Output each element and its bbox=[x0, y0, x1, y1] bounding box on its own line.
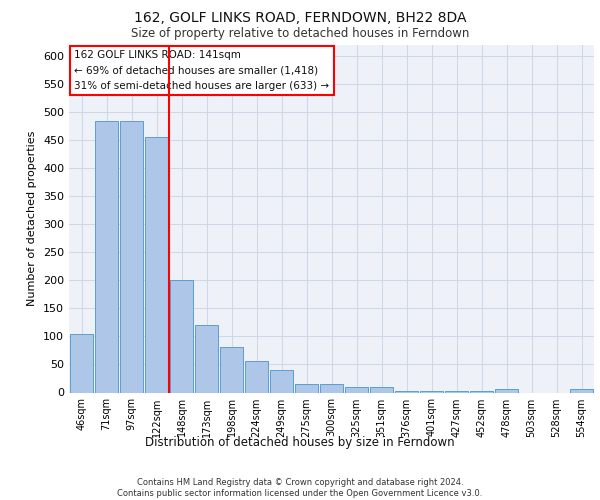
Bar bbox=[320, 384, 343, 392]
Text: Contains HM Land Registry data © Crown copyright and database right 2024.
Contai: Contains HM Land Registry data © Crown c… bbox=[118, 478, 482, 498]
Bar bbox=[570, 388, 593, 392]
Text: 162 GOLF LINKS ROAD: 141sqm
← 69% of detached houses are smaller (1,418)
31% of : 162 GOLF LINKS ROAD: 141sqm ← 69% of det… bbox=[74, 50, 329, 90]
Bar bbox=[95, 120, 118, 392]
Bar bbox=[70, 334, 93, 392]
Bar bbox=[370, 387, 393, 392]
Bar bbox=[195, 325, 218, 392]
Text: Size of property relative to detached houses in Ferndown: Size of property relative to detached ho… bbox=[131, 28, 469, 40]
Bar bbox=[295, 384, 318, 392]
Text: 162, GOLF LINKS ROAD, FERNDOWN, BH22 8DA: 162, GOLF LINKS ROAD, FERNDOWN, BH22 8DA bbox=[134, 11, 466, 25]
Bar bbox=[145, 138, 168, 392]
Bar bbox=[120, 120, 143, 392]
Text: Distribution of detached houses by size in Ferndown: Distribution of detached houses by size … bbox=[145, 436, 455, 449]
Bar bbox=[245, 360, 268, 392]
Y-axis label: Number of detached properties: Number of detached properties bbox=[28, 131, 37, 306]
Bar bbox=[170, 280, 193, 392]
Bar bbox=[345, 387, 368, 392]
Bar bbox=[495, 388, 518, 392]
Bar bbox=[270, 370, 293, 392]
Bar bbox=[220, 346, 243, 393]
